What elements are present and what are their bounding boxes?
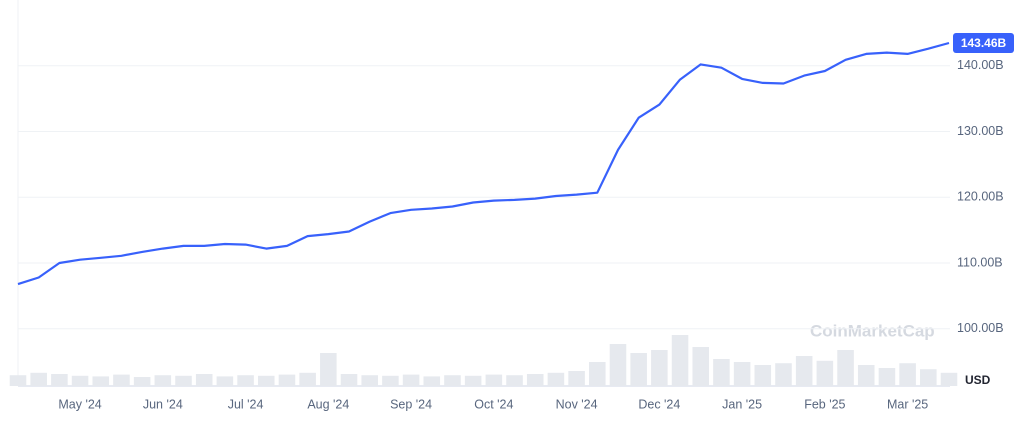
y-axis-label: USD [965,373,991,387]
volume-bar [92,376,110,386]
x-tick-label: May '24 [58,397,101,411]
volume-bar [382,375,399,386]
volume-bar [775,363,792,386]
x-tick-label: Sep '24 [390,397,432,411]
volume-bar [816,360,834,386]
y-tick-label: 120.00B [957,190,1004,204]
x-tick-label: Nov '24 [556,397,598,411]
volume-bar [526,374,544,386]
volume-bar [795,356,813,386]
x-tick-label: Oct '24 [474,397,513,411]
volume-bar [51,374,68,386]
volume-bar [71,375,89,386]
x-tick-label: Mar '25 [887,397,928,411]
y-tick-label: 110.00B [957,255,1003,269]
volume-bar [113,374,130,386]
volume-bar [940,372,958,386]
price-badge-label: 143.46B [961,36,1007,50]
volume-bar [361,375,378,386]
x-tick-label: Jan '25 [722,397,762,411]
volume-bar [216,376,234,386]
volume-bar [423,376,441,386]
volume-bar [237,375,254,386]
x-tick-label: Feb '25 [804,397,845,411]
volume-bar [278,374,296,386]
volume-bar [30,372,47,386]
volume-bar [857,365,875,386]
volume-bar [154,375,172,386]
y-tick-label: 130.00B [957,124,1004,138]
volume-bar [444,375,461,386]
price-badge [953,33,1014,54]
y-tick-label: 140.00B [957,58,1004,72]
x-tick-label: Jun '24 [143,397,183,411]
volume-bar [485,374,503,386]
volume-bar [175,375,192,386]
volume-bar [878,368,896,386]
x-tick-label: Jul '24 [228,397,264,411]
volume-bar [651,350,668,386]
volume-bar [920,369,937,386]
volume-bar [754,365,772,386]
volume-bar [609,344,627,386]
y-tick-label: 100.00B [957,321,1004,335]
volume-bar [671,335,689,386]
watermark: CoinMarketCap [810,321,935,340]
volume-bar [692,347,710,386]
x-tick-label: Dec '24 [638,397,680,411]
volume-bar [899,363,916,386]
volume-bar [195,374,213,386]
volume-bar [299,372,316,386]
volume-bar [320,353,337,386]
volume-bar [402,374,420,386]
x-tick-label: Aug '24 [307,397,349,411]
volume-bar [340,374,358,386]
volume-bar [837,350,854,386]
volume-bar [464,375,482,386]
volume-bar [630,353,647,386]
volume-bar [547,372,565,386]
price-line [17,41,950,286]
volume-bar [506,375,523,386]
volume-bar [9,375,27,386]
volume-bar [257,375,275,386]
volume-bar [133,377,151,386]
volume-bar [568,371,585,386]
volume-bar [733,362,751,386]
volume-bar [713,359,730,386]
volume-bar [589,362,606,386]
